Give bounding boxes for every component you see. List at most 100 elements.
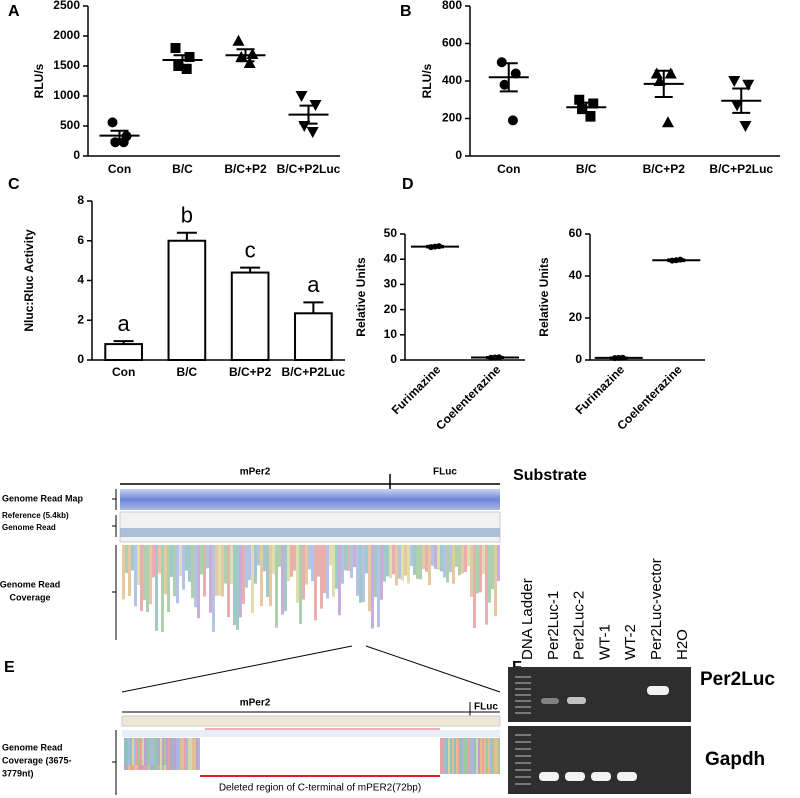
- coverage-stripe: [482, 738, 484, 774]
- band: [647, 686, 669, 695]
- data-point: [742, 79, 755, 91]
- coverage-stripe: [164, 738, 166, 770]
- y-tick-label: 2000: [53, 28, 80, 42]
- coverage-stripe: [486, 738, 488, 774]
- coverage-stripe: [242, 545, 245, 604]
- coverage-stripe: [386, 545, 389, 577]
- coverage-stripe: [260, 545, 263, 607]
- coverage-stripe: [146, 545, 149, 613]
- coverage-stripe: [186, 738, 188, 770]
- coverage-stripe: [362, 545, 365, 602]
- coverage-stripe: [437, 545, 440, 570]
- coverage-stripe: [275, 545, 278, 628]
- lane-label: WT-1: [596, 624, 613, 660]
- coverage-stripe: [184, 738, 186, 770]
- coverage-stripe: [227, 545, 230, 618]
- coverage-stripe: [158, 545, 161, 574]
- coverage-stripe: [460, 738, 462, 774]
- coverage-stripe: [269, 545, 272, 607]
- lane-label: Per2Luc-2: [571, 591, 588, 660]
- coverage-stripe: [452, 545, 455, 584]
- y-tick-label: 0: [77, 352, 84, 366]
- coverage-stripe: [431, 545, 434, 566]
- band: [565, 772, 585, 781]
- error-bar: [667, 258, 686, 263]
- coverage-stripe: [154, 765, 156, 770]
- coverage-stripe: [446, 545, 449, 583]
- y-tick-label: 2: [77, 312, 84, 326]
- coverage-stripe: [464, 545, 467, 572]
- coverage-stripe: [470, 738, 472, 774]
- bar: [294, 312, 333, 362]
- coverage-stripe: [329, 545, 332, 566]
- y-tick-label: 40: [384, 251, 398, 265]
- lane-label: Per2Luc-1: [545, 591, 562, 660]
- coverage-stripe: [466, 738, 468, 774]
- coverage-stripe: [128, 738, 130, 770]
- coverage-stripe: [470, 545, 473, 597]
- error-bar: [499, 62, 518, 93]
- x-tick-label: Con: [108, 162, 131, 176]
- coverage-stripe: [167, 545, 170, 613]
- ladder-band: [515, 682, 531, 684]
- ladder-band: [515, 762, 531, 764]
- coverage-stripe: [140, 545, 143, 612]
- coverage-stripe: [138, 738, 140, 770]
- coverage-stripe: [130, 765, 132, 770]
- zoom-line: [121, 645, 353, 693]
- band: [567, 697, 586, 704]
- coverage-stripe: [281, 545, 284, 615]
- coverage-stripe: [254, 545, 257, 584]
- y-tick-label: 10: [384, 327, 398, 341]
- data-point: [232, 34, 245, 46]
- coverage-stripe: [180, 738, 182, 770]
- coverage-stripe: [156, 738, 158, 770]
- coverage-stripe: [164, 545, 167, 595]
- coverage-stripe: [224, 545, 227, 584]
- gel: [508, 726, 691, 794]
- panel-label: C: [8, 176, 20, 193]
- coverage-stripe: [172, 738, 174, 770]
- coverage-stripe: [131, 545, 134, 571]
- coverage-stripe: [152, 545, 155, 578]
- coverage-stripe: [299, 545, 302, 625]
- coverage-stripe: [152, 738, 154, 770]
- coverage-stripe: [428, 545, 431, 586]
- coverage-stripe: [198, 738, 200, 770]
- coverage-stripe: [188, 738, 190, 770]
- coverage-stripe: [454, 738, 456, 774]
- coverage-stripe: [380, 545, 383, 600]
- coverage-stripe: [164, 765, 166, 770]
- coverage-stripe: [158, 738, 160, 770]
- error-bar: [426, 244, 444, 249]
- coverage-stripe: [126, 765, 128, 770]
- coverage-stripe: [320, 545, 323, 609]
- coverage-stripe: [317, 545, 320, 577]
- coverage-stripe: [197, 545, 200, 619]
- coverage-stripe: [176, 545, 179, 604]
- coverage-stripe: [166, 738, 168, 770]
- gel-label: Per2Luc: [700, 669, 775, 690]
- coverage-stripe: [434, 545, 437, 569]
- coverage-stripe: [440, 738, 442, 774]
- y-tick-label: 500: [60, 118, 80, 132]
- coverage-stripe: [353, 545, 356, 568]
- coverage-stripe: [488, 738, 490, 774]
- data-point: [306, 127, 319, 138]
- coverage-stripe: [176, 738, 178, 770]
- coverage-stripe: [156, 765, 158, 770]
- coverage-stripe: [146, 765, 148, 770]
- coverage-stripe: [192, 738, 194, 770]
- x-tick-label: B/C: [177, 365, 198, 379]
- y-tick-label: 200: [442, 111, 462, 125]
- coverage-stripe: [496, 738, 498, 774]
- coverage-stripe: [148, 738, 150, 770]
- coverage-stripe: [425, 545, 428, 572]
- data-point: [173, 61, 184, 71]
- coverage-stripe: [368, 545, 371, 612]
- gel-label: Gapdh: [705, 749, 765, 770]
- coverage-stripe: [341, 545, 344, 584]
- bar: [230, 271, 270, 361]
- coverage-stripe: [455, 545, 458, 567]
- coverage-stripe: [196, 738, 198, 770]
